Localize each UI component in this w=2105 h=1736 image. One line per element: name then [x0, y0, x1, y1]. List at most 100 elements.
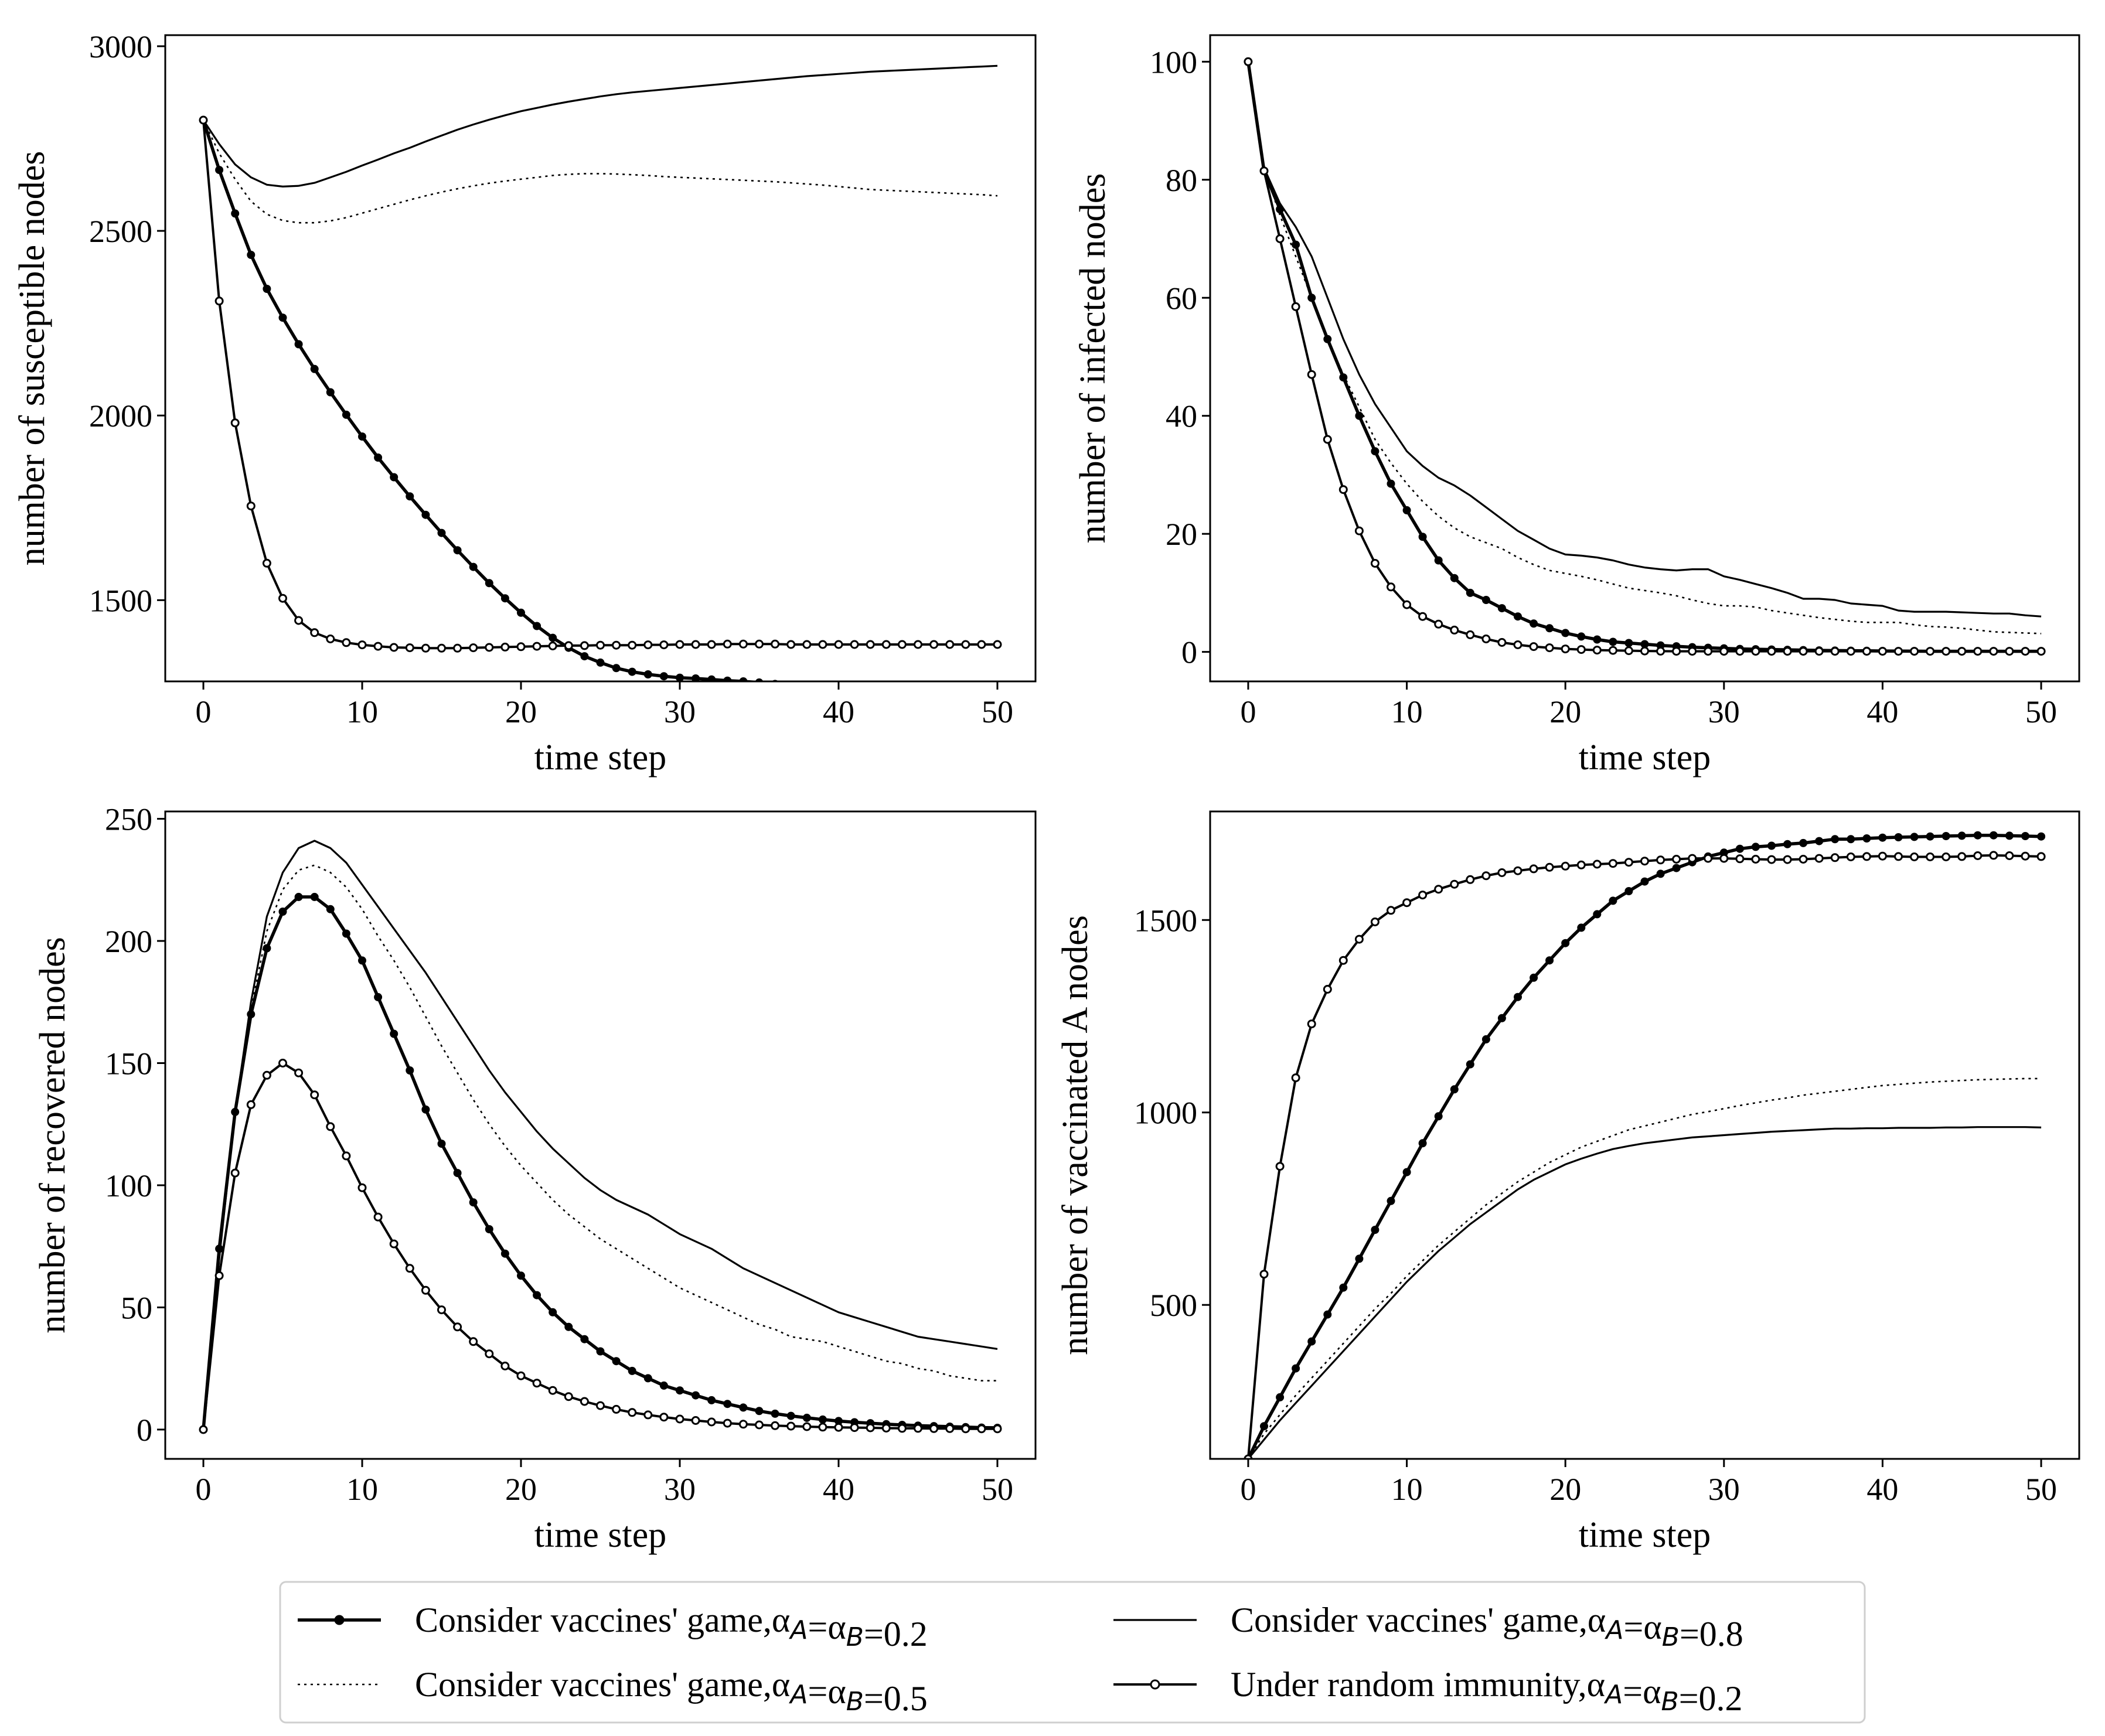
data-point	[1926, 852, 1935, 861]
x-tick-label: 50	[982, 1472, 1013, 1507]
data-point	[1402, 898, 1412, 908]
axes-frame	[164, 810, 1037, 1460]
x-tick-label: 30	[664, 694, 696, 729]
data-point	[1624, 639, 1633, 647]
data-point	[1973, 851, 1983, 860]
data-point	[1323, 1310, 1332, 1319]
data-point	[1735, 854, 1745, 864]
data-point	[406, 492, 414, 501]
data-point	[278, 313, 287, 322]
data-point	[786, 1421, 796, 1431]
data-point	[230, 418, 240, 428]
data-point	[262, 558, 271, 568]
data-point	[945, 640, 955, 649]
data-point	[1719, 854, 1729, 863]
data-point	[310, 892, 319, 901]
data-point	[628, 667, 636, 676]
data-point	[707, 1396, 716, 1404]
data-point	[866, 1423, 875, 1433]
data-point	[421, 643, 430, 653]
data-point	[2005, 647, 2014, 656]
data-point	[469, 562, 478, 571]
data-point	[310, 628, 319, 637]
data-point	[500, 642, 510, 652]
data-point	[1260, 1422, 1268, 1431]
data-point	[1576, 645, 1586, 654]
data-point	[1354, 526, 1364, 536]
data-point	[786, 640, 796, 649]
data-point	[1783, 840, 1792, 848]
series-line-s05	[1247, 1077, 2042, 1459]
series-line-s05	[202, 864, 997, 1430]
series-line-s08	[202, 64, 998, 187]
data-point	[1292, 1364, 1300, 1373]
data-point	[1561, 861, 1570, 871]
legend-entry: Consider vaccines' game,αA=αB=0.2	[298, 1601, 928, 1653]
data-point	[834, 640, 843, 649]
data-point	[1561, 629, 1570, 637]
data-point	[1767, 647, 1776, 656]
data-point	[1530, 619, 1538, 628]
x-axis-label: time step	[534, 1515, 667, 1555]
data-point	[771, 1409, 779, 1418]
data-point	[1608, 646, 1617, 655]
data-point	[834, 1423, 843, 1432]
chart-panel-2: 0 10 20 30 40 50 0 20 40 60 80 100 time step number o…	[1073, 34, 2080, 777]
data-point	[1370, 559, 1380, 568]
data-point	[1497, 868, 1507, 877]
data-point	[659, 640, 669, 650]
data-point	[1830, 647, 1840, 656]
data-point	[1672, 647, 1681, 656]
data-point	[1497, 604, 1506, 613]
data-point	[850, 640, 859, 649]
data-point	[2005, 851, 2014, 860]
data-point	[691, 640, 700, 649]
data-point	[1292, 240, 1300, 249]
data-point	[199, 1425, 208, 1434]
data-point	[977, 1424, 986, 1434]
data-point	[1847, 835, 1855, 844]
data-point	[897, 640, 907, 649]
data-point	[1514, 612, 1522, 621]
data-point	[1276, 1393, 1285, 1401]
data-point	[1307, 370, 1316, 379]
data-point	[1466, 588, 1474, 597]
data-point	[2036, 852, 2046, 861]
data-point	[961, 1424, 970, 1434]
x-tick-label: 40	[1866, 1472, 1898, 1507]
data-point	[390, 1029, 398, 1038]
data-point	[1576, 860, 1586, 869]
data-point	[1815, 837, 1824, 845]
data-point	[612, 664, 621, 673]
chart-panel-1: 0 10 20 30 40 50 1500 2000 2500 3000 time step numb…	[12, 29, 1037, 777]
data-point	[564, 1322, 573, 1331]
data-point	[738, 1420, 748, 1429]
data-point	[453, 1322, 462, 1332]
x-tick-label: 50	[2025, 1472, 2057, 1507]
data-point	[246, 1100, 256, 1109]
data-point	[1704, 854, 1713, 863]
data-point	[818, 1423, 827, 1432]
legend-entry: Consider vaccines' game,αA=αB=0.5	[298, 1665, 928, 1718]
data-point	[851, 685, 858, 693]
data-point	[389, 1239, 398, 1249]
data-point	[326, 1122, 335, 1131]
data-point	[1434, 1112, 1443, 1121]
data-point	[2005, 831, 2014, 840]
data-point	[707, 675, 716, 681]
data-point	[1735, 647, 1745, 656]
data-point	[1831, 835, 1840, 844]
data-point	[199, 115, 208, 125]
data-point	[1307, 1019, 1316, 1029]
data-point	[1418, 612, 1428, 621]
data-point	[1624, 858, 1633, 867]
data-point	[1799, 855, 1808, 864]
data-point	[675, 1414, 684, 1424]
x-tick-label: 0	[1240, 1472, 1256, 1507]
data-point	[516, 1371, 526, 1380]
plot-area	[1244, 57, 2046, 656]
series-line-s08	[1247, 62, 2042, 618]
series-line-r02	[1246, 854, 2042, 1459]
data-point	[215, 166, 224, 175]
data-point	[1688, 854, 1697, 863]
